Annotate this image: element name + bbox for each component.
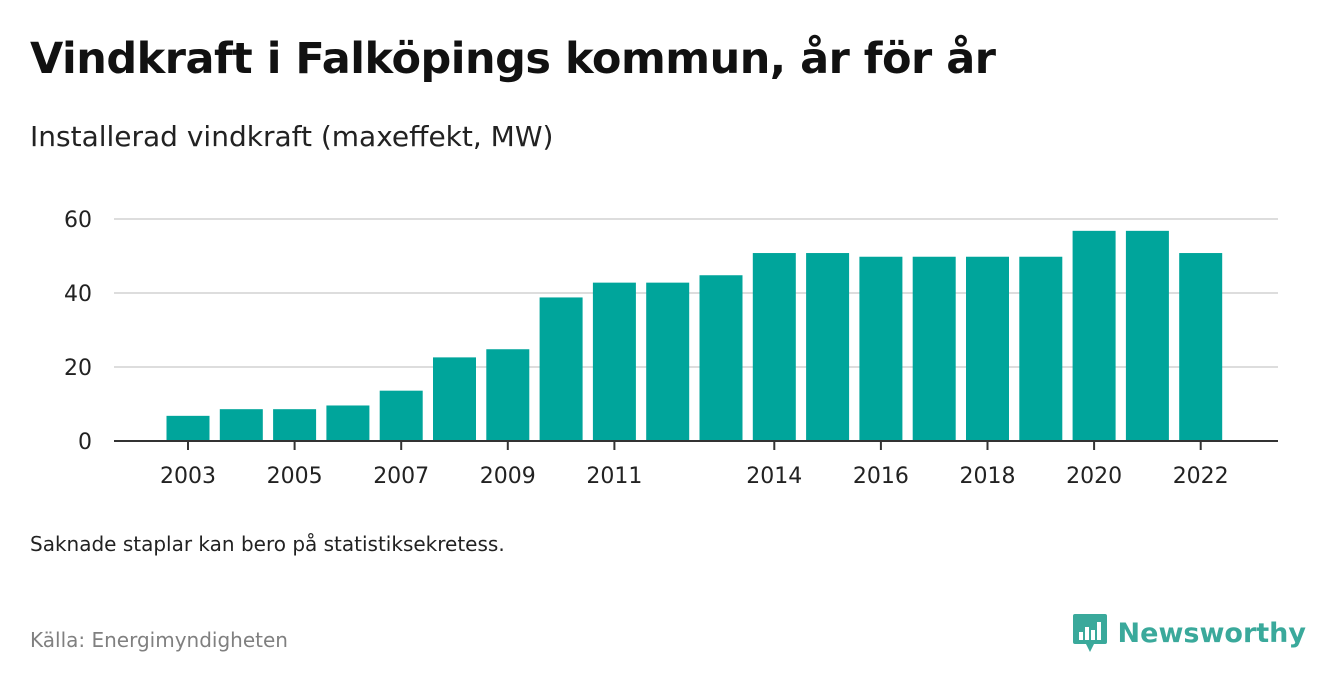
bar bbox=[539, 297, 583, 441]
chart-subtitle: Installerad vindkraft (maxeffekt, MW) bbox=[30, 120, 554, 153]
chart-title: Vindkraft i Falköpings kommun, år för år bbox=[30, 34, 996, 84]
x-tick-label: 2007 bbox=[373, 464, 429, 489]
bar bbox=[166, 415, 210, 441]
bar bbox=[646, 282, 690, 441]
bar-chart-speech-bubble-icon bbox=[1072, 614, 1107, 652]
bar bbox=[326, 405, 370, 441]
y-tick-label: 20 bbox=[64, 356, 92, 381]
x-tick-label: 2018 bbox=[960, 464, 1016, 489]
x-tick-label: 2022 bbox=[1173, 464, 1229, 489]
y-tick-label: 0 bbox=[78, 430, 92, 455]
brand-logo: Newsworthy bbox=[1072, 612, 1306, 654]
x-tick-label: 2003 bbox=[160, 464, 216, 489]
bar bbox=[859, 256, 903, 441]
x-tick-label: 2009 bbox=[480, 464, 536, 489]
y-tick-label: 60 bbox=[64, 208, 92, 233]
source-label: Källa: Energimyndigheten bbox=[30, 628, 288, 652]
x-tick-label: 2016 bbox=[853, 464, 909, 489]
footnote: Saknade staplar kan bero på statistiksek… bbox=[30, 532, 505, 556]
brand-name: Newsworthy bbox=[1117, 617, 1306, 649]
bar bbox=[1019, 256, 1063, 441]
bar bbox=[433, 357, 476, 441]
x-tick-label: 2020 bbox=[1066, 464, 1122, 489]
bar bbox=[806, 253, 850, 441]
y-tick-label: 40 bbox=[64, 282, 92, 307]
bar bbox=[752, 253, 796, 441]
bar bbox=[219, 409, 263, 441]
bar bbox=[699, 275, 743, 441]
x-tick-label: 2011 bbox=[586, 464, 642, 489]
bar bbox=[273, 409, 317, 441]
bar bbox=[966, 256, 1009, 441]
bar bbox=[379, 390, 423, 441]
x-tick-label: 2005 bbox=[267, 464, 323, 489]
bar-chart: 0 20 40 60 2003 2005 2007 2009 2011 2014 2016 2018 2… bbox=[64, 208, 1278, 489]
bar bbox=[1179, 253, 1223, 441]
bar bbox=[912, 256, 956, 441]
bar bbox=[486, 349, 530, 441]
bar bbox=[1125, 230, 1169, 441]
bar bbox=[1072, 230, 1116, 441]
x-tick-label: 2014 bbox=[746, 464, 802, 489]
bar bbox=[592, 282, 636, 441]
